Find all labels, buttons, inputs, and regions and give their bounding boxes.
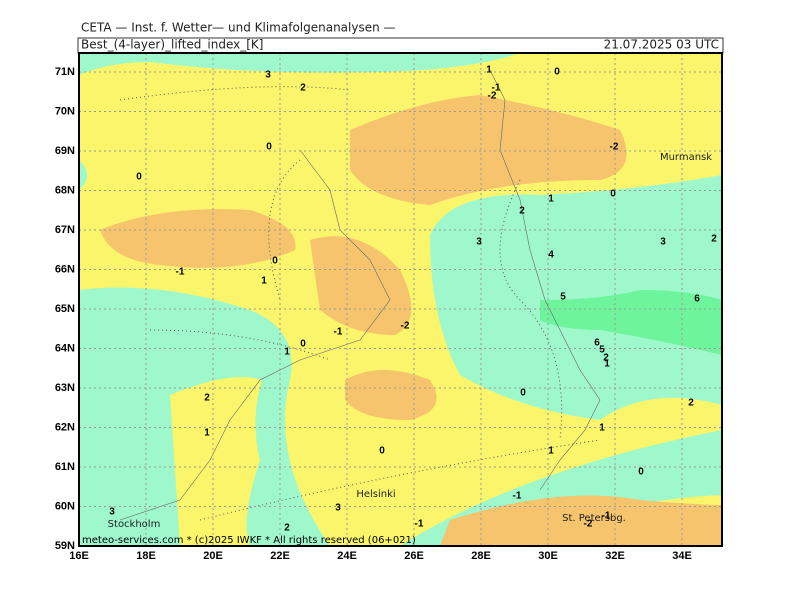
contour-label: 0: [638, 467, 644, 478]
lon-label: 22E: [270, 550, 290, 562]
lon-label: 28E: [471, 550, 491, 562]
contour-label: 3: [476, 237, 482, 248]
contour-label: 0: [136, 172, 142, 183]
lat-label: 69N: [55, 145, 75, 157]
contour-label: 0: [379, 446, 385, 457]
contour-label: 0: [610, 189, 616, 200]
contour-label: -2: [584, 519, 593, 530]
contour-label: -1: [492, 83, 501, 94]
contour-label: -1: [176, 267, 185, 278]
contour-label: -1: [602, 511, 611, 522]
graticule: 71N70N69N68N67N66N65N64N63N62N61N60N59N1…: [55, 53, 722, 562]
copyright: meteo-services.com * (c)2025 IWKF * All …: [82, 535, 416, 546]
contour-label: 2: [688, 398, 694, 409]
contour-label: 5: [560, 292, 566, 303]
contour-label: -2: [488, 91, 497, 102]
contour-label: 0: [554, 67, 560, 78]
lon-label: 32E: [605, 550, 625, 562]
city-label: St. Petersbg.: [562, 513, 626, 524]
contour-label: -1: [334, 327, 343, 338]
lat-label: 63N: [55, 382, 75, 394]
lat-label: 65N: [55, 303, 75, 315]
lon-label: 34E: [672, 550, 692, 562]
contour-label: 1: [204, 428, 210, 439]
contour-label: 1: [261, 276, 267, 287]
contour-label: 3: [109, 507, 115, 518]
lat-label: 62N: [55, 421, 75, 433]
contour-label: 0: [300, 339, 306, 350]
contour-label: -1: [513, 491, 522, 502]
contour-label: 2: [711, 234, 717, 245]
contour-label: 6: [694, 294, 700, 305]
lat-label: 64N: [55, 342, 75, 354]
contour-label: 4: [548, 250, 554, 261]
lat-label: 67N: [55, 224, 75, 236]
contour-label: 2: [603, 353, 609, 364]
contour-label: 1: [284, 347, 290, 358]
lon-label: 26E: [404, 550, 424, 562]
lon-label: 18E: [136, 550, 156, 562]
lat-label: 71N: [55, 66, 75, 78]
contour-label: 0: [272, 256, 278, 267]
lat-label: 59N: [55, 540, 75, 552]
lat-label: 70N: [55, 105, 75, 117]
contour-label: 0: [266, 142, 272, 153]
lon-label: 30E: [538, 550, 558, 562]
city-label: Murmansk: [660, 152, 712, 163]
lon-label: 16E: [69, 550, 89, 562]
field: [79, 53, 722, 546]
lon-label: 24E: [337, 550, 357, 562]
contour-label: 1: [548, 446, 554, 457]
contour-label: 3: [335, 503, 341, 514]
contour-label: 1: [604, 359, 610, 370]
institute: CETA — Inst. f. Wetter— und Klimafolgena…: [81, 21, 396, 35]
contour-label: -2: [401, 321, 410, 332]
contour-label: 0: [520, 388, 526, 399]
labels: Murmansk Helsinki Stockholm St. Petersbg. 3 2…: [108, 65, 718, 534]
parameter: Best_(4-layer)_lifted_index_[K]: [81, 38, 263, 52]
contour-label: 2: [284, 523, 290, 534]
lon-label: 20E: [203, 550, 223, 562]
lat-label: 66N: [55, 263, 75, 275]
lat-label: 68N: [55, 184, 75, 196]
lat-label: 61N: [55, 461, 75, 473]
valid-time: 21.07.2025 03 UTC: [604, 38, 719, 52]
contour-label: 2: [300, 83, 306, 94]
contour-label: 1: [486, 65, 492, 76]
map-frame: [78, 52, 723, 547]
contour-label: 2: [204, 393, 210, 404]
contour-label: 1: [548, 194, 554, 205]
city-label: Stockholm: [108, 519, 161, 530]
contour-label: -2: [610, 142, 619, 153]
contour-label: 6: [594, 338, 600, 349]
contour-label: 1: [599, 423, 605, 434]
contour-label: 3: [660, 237, 666, 248]
contour-label: 3: [265, 70, 271, 81]
contour-label: -1: [415, 519, 424, 530]
contour-label: 5: [599, 345, 605, 356]
lat-label: 60N: [55, 500, 75, 512]
contour-label: 2: [519, 206, 525, 217]
city-label: Helsinki: [356, 489, 395, 500]
